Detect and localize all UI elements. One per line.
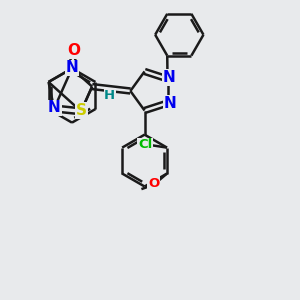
Text: N: N bbox=[164, 96, 177, 111]
Text: H: H bbox=[104, 89, 115, 102]
Text: Cl: Cl bbox=[138, 138, 152, 151]
Text: N: N bbox=[48, 100, 61, 116]
Text: N: N bbox=[162, 70, 175, 85]
Text: S: S bbox=[76, 103, 87, 118]
Text: O: O bbox=[148, 177, 159, 190]
Text: N: N bbox=[66, 60, 78, 75]
Text: O: O bbox=[67, 44, 80, 59]
